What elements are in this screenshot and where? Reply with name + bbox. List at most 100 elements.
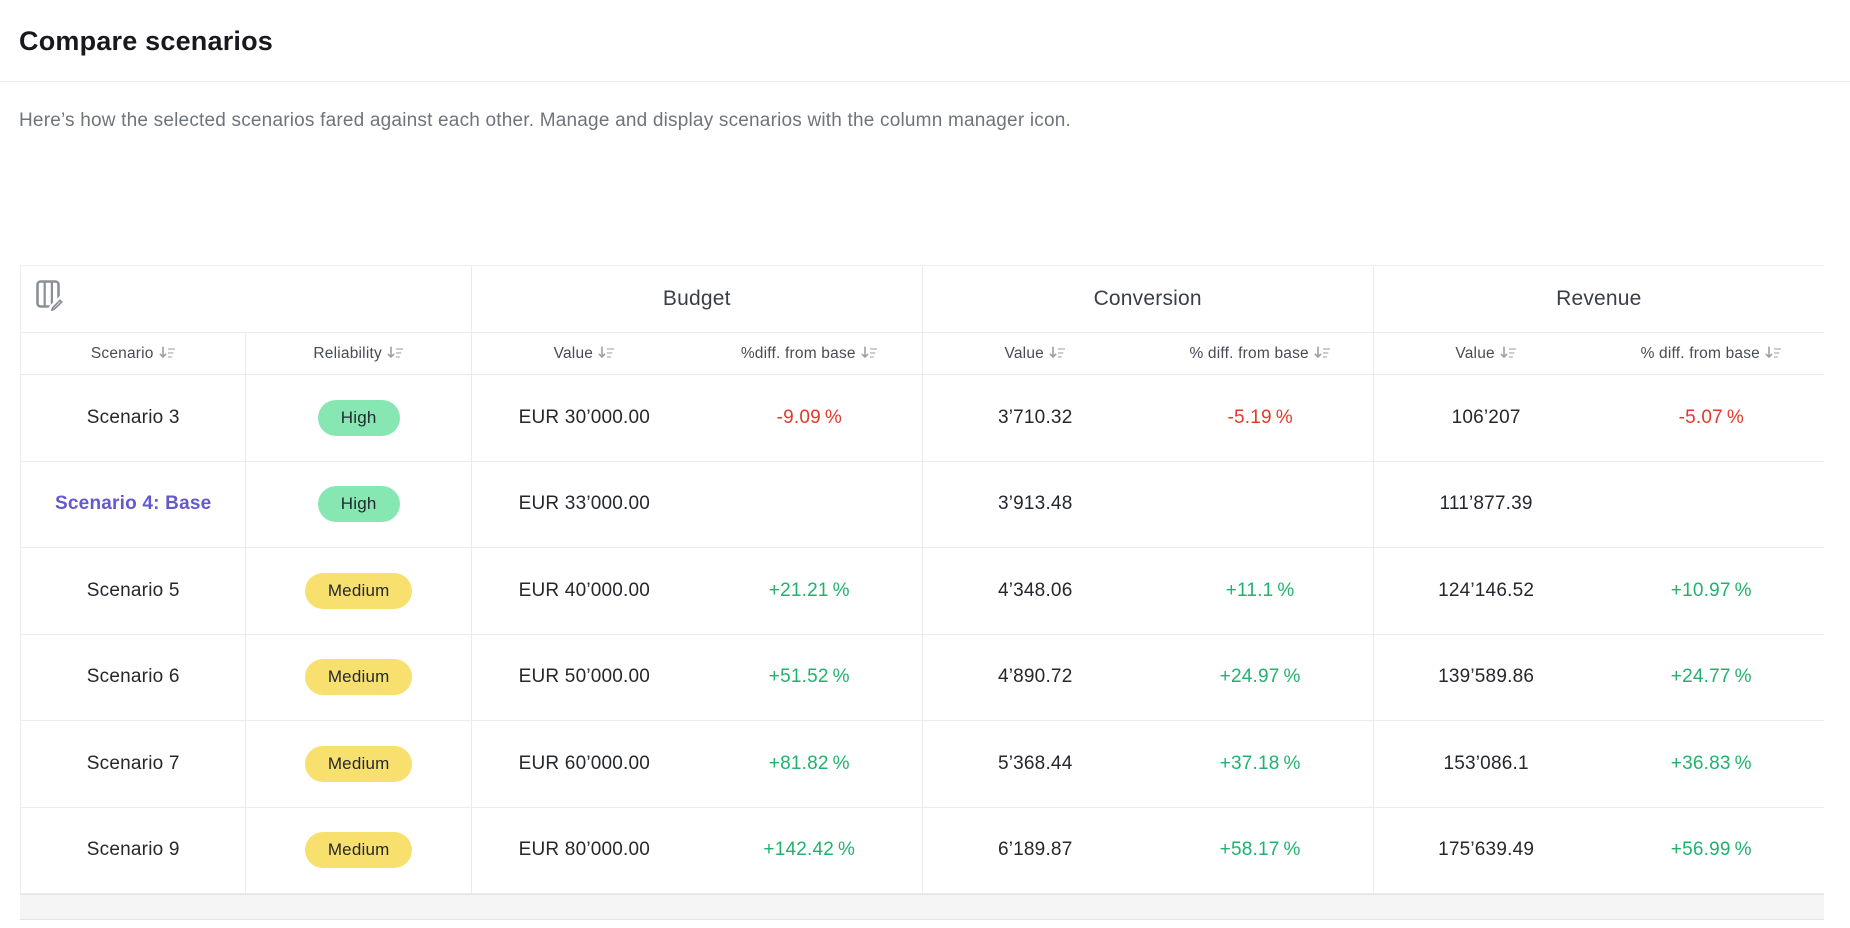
reliability-cell: Medium bbox=[245, 807, 472, 894]
revenue-diff: +56.99 % bbox=[1598, 807, 1824, 894]
sort-icon bbox=[1049, 345, 1065, 358]
scenario-name: Scenario 3 bbox=[86, 406, 180, 428]
revenue-diff: +10.97 % bbox=[1598, 547, 1824, 635]
group-header-revenue: Revenue bbox=[1372, 265, 1824, 333]
scenario-cell: Scenario 9 bbox=[20, 807, 246, 894]
revenue-diff: +36.83 % bbox=[1598, 720, 1824, 808]
reliability-badge: High bbox=[317, 399, 400, 436]
column-header-label: Value bbox=[1455, 344, 1495, 362]
conversion-value: 4’890.72 bbox=[921, 634, 1148, 721]
reliability-badge: Medium bbox=[304, 745, 413, 782]
conversion-diff: +37.18 % bbox=[1147, 720, 1374, 808]
column-header-label: Value bbox=[553, 344, 594, 362]
sort-icon bbox=[1500, 345, 1516, 358]
revenue-value: 124’146.52 bbox=[1372, 547, 1599, 635]
conversion-value: 6’189.87 bbox=[921, 807, 1148, 894]
column-header-reliability[interactable]: Reliability bbox=[245, 332, 472, 375]
column-header-label: %diff. from base bbox=[740, 344, 856, 362]
column-manager-icon[interactable] bbox=[36, 280, 67, 314]
reliability-cell: High bbox=[245, 374, 472, 462]
scenario-cell: Scenario 4: Base bbox=[20, 461, 246, 548]
page-title: Compare scenarios bbox=[19, 26, 274, 56]
scenario-name: Scenario 5 bbox=[86, 579, 180, 601]
reliability-badge: Medium bbox=[304, 572, 413, 609]
budget-diff: -9.09 % bbox=[696, 374, 923, 462]
scenario-cell: Scenario 7 bbox=[20, 720, 246, 808]
conversion-value: 3’710.32 bbox=[921, 374, 1148, 462]
scenario-name: Scenario 6 bbox=[86, 666, 180, 688]
reliability-cell: Medium bbox=[245, 634, 472, 721]
budget-value: EUR 30’000.00 bbox=[470, 374, 697, 462]
column-header-revenue-diff[interactable]: % diff. from base bbox=[1598, 332, 1824, 375]
budget-diff: +81.82 % bbox=[696, 720, 923, 808]
revenue-diff: +24.77 % bbox=[1598, 634, 1824, 721]
reliability-cell: Medium bbox=[245, 720, 472, 808]
reliability-badge: High bbox=[317, 486, 400, 523]
header-divider bbox=[0, 81, 1850, 82]
budget-value: EUR 60’000.00 bbox=[470, 720, 697, 808]
conversion-diff: -5.19 % bbox=[1147, 374, 1374, 462]
revenue-value: 106’207 bbox=[1372, 374, 1599, 462]
group-header-budget: Budget bbox=[470, 265, 923, 333]
sort-icon bbox=[598, 345, 615, 358]
table-row: Scenario 4: Base High EUR 33’000.00 3’91… bbox=[20, 461, 1824, 548]
revenue-diff: -5.07 % bbox=[1598, 374, 1824, 462]
budget-value: EUR 50’000.00 bbox=[470, 634, 697, 721]
conversion-value: 5’368.44 bbox=[921, 720, 1148, 808]
sort-icon bbox=[387, 345, 403, 358]
column-header-row: Scenario Reliability Value %diff. from b… bbox=[20, 332, 1824, 375]
column-header-revenue-value[interactable]: Value bbox=[1372, 332, 1599, 375]
conversion-diff: +24.97 % bbox=[1147, 634, 1374, 721]
table-row: Scenario 5 Medium EUR 40’000.00 +21.21 %… bbox=[20, 547, 1824, 635]
revenue-value: 175’639.49 bbox=[1372, 807, 1599, 894]
reliability-badge: Medium bbox=[304, 659, 413, 696]
conversion-value: 4’348.06 bbox=[921, 547, 1148, 635]
column-header-conversion-value[interactable]: Value bbox=[921, 332, 1148, 375]
table-row: Scenario 7 Medium EUR 60’000.00 +81.82 %… bbox=[20, 720, 1824, 808]
conversion-diff bbox=[1147, 461, 1374, 548]
column-header-label: % diff. from base bbox=[1640, 344, 1760, 362]
column-header-scenario[interactable]: Scenario bbox=[20, 332, 246, 375]
column-header-budget-diff[interactable]: %diff. from base bbox=[696, 332, 923, 375]
table-body: Scenario 3 High EUR 30’000.00 -9.09 % 3’… bbox=[20, 374, 1824, 894]
table-row: Scenario 6 Medium EUR 50’000.00 +51.52 %… bbox=[20, 634, 1824, 721]
budget-diff bbox=[696, 461, 923, 548]
reliability-cell: High bbox=[245, 461, 472, 548]
revenue-value: 153’086.1 bbox=[1372, 720, 1599, 808]
scenario-name: Scenario 7 bbox=[86, 752, 180, 774]
budget-value: EUR 80’000.00 bbox=[470, 807, 697, 894]
reliability-badge: Medium bbox=[304, 832, 413, 869]
budget-diff: +142.42 % bbox=[696, 807, 923, 894]
compare-scenarios-table: Budget Conversion Revenue Scenario Relia… bbox=[20, 265, 1825, 920]
sort-icon bbox=[1314, 345, 1330, 358]
table-row: Scenario 9 Medium EUR 80’000.00 +142.42 … bbox=[20, 807, 1824, 894]
conversion-diff: +58.17 % bbox=[1147, 807, 1374, 894]
column-header-label: % diff. from base bbox=[1189, 344, 1309, 362]
group-header-conversion: Conversion bbox=[921, 265, 1374, 333]
revenue-diff bbox=[1598, 461, 1824, 548]
column-header-label: Scenario bbox=[90, 344, 154, 362]
budget-value: EUR 40’000.00 bbox=[470, 547, 697, 635]
sort-icon bbox=[861, 345, 877, 358]
budget-diff: +21.21 % bbox=[696, 547, 923, 635]
column-header-budget-value[interactable]: Value bbox=[470, 332, 697, 375]
reliability-cell: Medium bbox=[245, 547, 472, 635]
column-header-conversion-diff[interactable]: % diff. from base bbox=[1147, 332, 1374, 375]
budget-diff: +51.52 % bbox=[696, 634, 923, 721]
column-header-label: Value bbox=[1004, 344, 1044, 362]
group-header-row: Budget Conversion Revenue bbox=[20, 265, 1824, 333]
scenario-name: Scenario 9 bbox=[86, 839, 180, 861]
scenario-cell: Scenario 5 bbox=[20, 547, 246, 635]
column-manager-cell bbox=[20, 265, 472, 333]
conversion-diff: +11.1 % bbox=[1147, 547, 1374, 635]
scenario-base-link[interactable]: Scenario 4: Base bbox=[55, 493, 212, 515]
revenue-value: 139’589.86 bbox=[1372, 634, 1599, 721]
column-header-label: Reliability bbox=[313, 344, 382, 362]
table-row: Scenario 3 High EUR 30’000.00 -9.09 % 3’… bbox=[20, 374, 1824, 462]
sort-icon bbox=[159, 345, 175, 358]
page-description: Here’s how the selected scenarios fared … bbox=[19, 110, 1071, 131]
scenario-cell: Scenario 6 bbox=[20, 634, 246, 721]
revenue-value: 111’877.39 bbox=[1372, 461, 1599, 548]
table-footer bbox=[20, 894, 1824, 920]
